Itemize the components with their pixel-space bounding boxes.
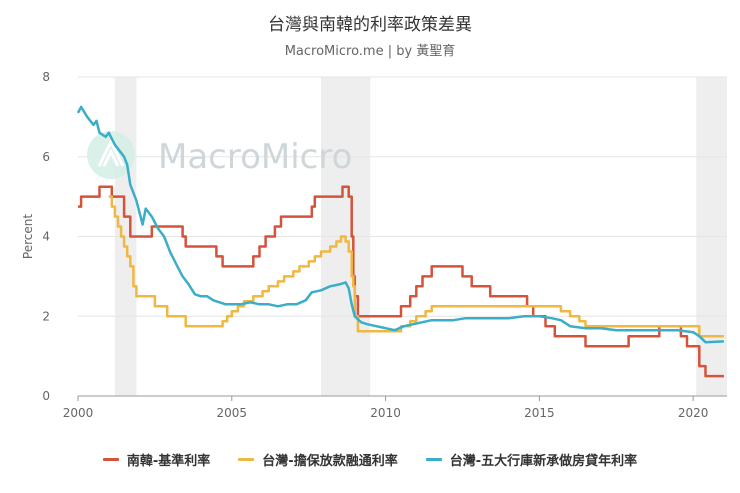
chart-subtitle: MacroMicro.me | by 黃聖育 xyxy=(284,44,456,59)
x-tick-label: 2015 xyxy=(524,406,555,420)
series-line-1[interactable] xyxy=(108,195,724,338)
y-tick-label: 6 xyxy=(42,150,50,164)
gridlines xyxy=(78,76,727,317)
watermark-logo-icon xyxy=(87,131,135,179)
y-axis-label: Percent xyxy=(21,214,35,259)
series-line-0[interactable] xyxy=(78,185,724,378)
x-tick-label: 2020 xyxy=(678,406,709,420)
legend-swatch-tw-secured xyxy=(238,458,255,461)
series-lines xyxy=(76,105,724,378)
x-tick-label: 2010 xyxy=(370,406,401,420)
y-tick-label: 4 xyxy=(42,230,50,244)
y-tick-label: 0 xyxy=(42,389,50,403)
legend: 南韓-基準利率 台灣-擔保放款融通利率 台灣-五大行庫新承做房貸年利率 xyxy=(0,450,740,469)
legend-item-korea[interactable]: 南韓-基準利率 xyxy=(102,450,211,469)
series-line-2[interactable] xyxy=(76,105,724,344)
y-tick-label: 2 xyxy=(42,309,50,323)
x-tick-label: 2005 xyxy=(217,406,248,420)
legend-item-tw-secured[interactable]: 台灣-擔保放款融通利率 xyxy=(238,450,398,469)
axes: 0 2 4 6 8 2000 2005 2010 2015 2020 xyxy=(42,70,727,420)
legend-label-korea: 南韓-基準利率 xyxy=(126,454,211,469)
legend-swatch-tw-mortgage xyxy=(425,458,442,461)
legend-label-tw-secured: 台灣-擔保放款融通利率 xyxy=(262,454,398,469)
watermark-text: MacroMicro xyxy=(158,137,352,177)
chart-title: 台灣與南韓的利率政策差異 xyxy=(268,15,472,35)
x-tick-label: 2000 xyxy=(63,406,94,420)
y-tick-label: 8 xyxy=(42,70,50,84)
legend-label-tw-mortgage: 台灣-五大行庫新承做房貸年利率 xyxy=(449,454,638,469)
legend-item-tw-mortgage[interactable]: 台灣-五大行庫新承做房貸年利率 xyxy=(425,450,638,469)
legend-swatch-korea xyxy=(102,458,119,461)
